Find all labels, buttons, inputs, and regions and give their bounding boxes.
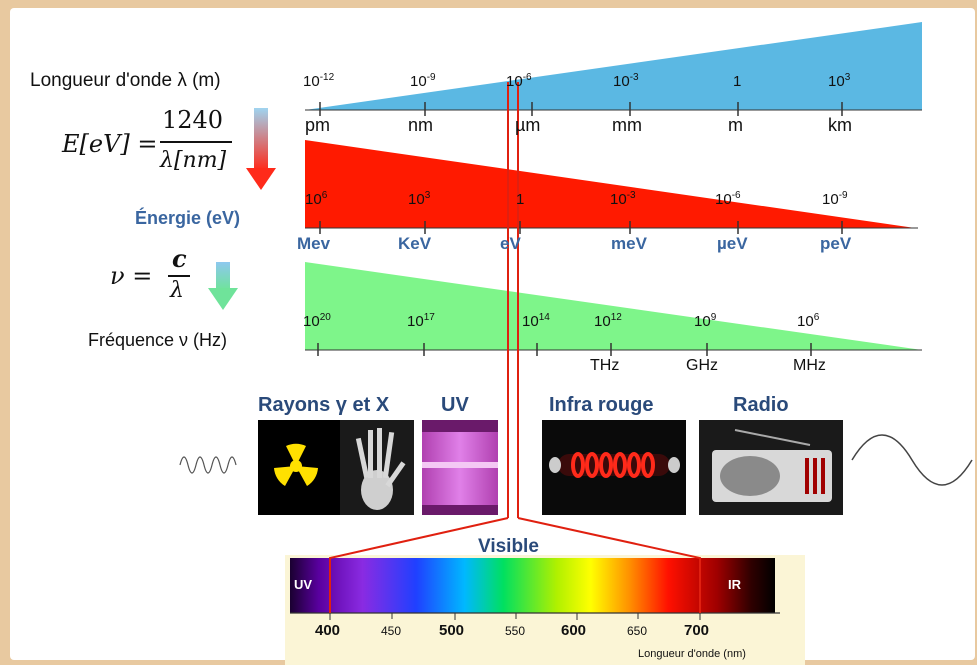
long-wave-icon <box>851 434 973 486</box>
energy-band <box>305 140 915 228</box>
wavelength-unit-pm: pm <box>305 115 331 135</box>
visible-tick-600: 600 <box>561 622 587 639</box>
frequency-power-4: 1012 <box>594 312 622 330</box>
energy-formula-numerator: 1240 <box>162 106 224 134</box>
frequency-formula-numerator: c <box>172 244 187 273</box>
visible-tick-500: 500 <box>439 622 465 639</box>
wavelength-power-3: 10-6 <box>506 72 532 90</box>
frequency-band <box>305 262 922 350</box>
frequency-ticks <box>317 343 812 356</box>
visible-ticks <box>329 613 701 620</box>
wavelength-unit-km: km <box>828 115 852 135</box>
energy-unit-mev-high: Mev <box>297 234 331 253</box>
wavelength-power-6: 103 <box>828 72 851 90</box>
energy-power-5: 10-6 <box>715 190 741 208</box>
category-infrared: Infra rouge <box>549 394 654 416</box>
energy-power-6: 10-9 <box>822 190 848 208</box>
wavelength-unit-um: µm <box>515 115 541 135</box>
category-gamma-x: Rayons γ et X <box>258 394 390 416</box>
frequency-unit-mhz: MHz <box>793 357 826 374</box>
visible-tick-550: 550 <box>505 624 526 638</box>
energy-unit-mev: meV <box>611 234 647 253</box>
wavelength-power-2: 10-9 <box>410 72 436 90</box>
energy-formula-lhs: E[eV] = <box>62 130 158 158</box>
energy-power-2: 103 <box>408 190 431 208</box>
frequency-power-1: 1020 <box>303 312 331 330</box>
wavelength-unit-m: m <box>728 115 743 135</box>
visible-axis-label: Longueur d'onde (nm) <box>638 648 746 660</box>
radio-image <box>699 420 843 515</box>
frequency-power-6: 106 <box>797 312 820 330</box>
energy-title: Énergie (eV) <box>135 208 241 228</box>
frequency-power-3: 1014 <box>522 312 550 330</box>
visible-tick-650: 650 <box>627 624 648 638</box>
frequency-power-5: 109 <box>694 312 717 330</box>
energy-power-4: 10-3 <box>610 190 636 208</box>
visible-uv-label: UV <box>294 577 313 592</box>
frequency-power-2: 1017 <box>407 312 435 330</box>
visible-ir-label: IR <box>728 577 741 592</box>
wavelength-power-1: 10-12 <box>303 72 335 90</box>
energy-unit-ev: eV <box>500 234 521 253</box>
visible-tick-400: 400 <box>315 622 341 639</box>
infrared-heater-image <box>542 420 686 515</box>
energy-power-1: 106 <box>305 190 328 208</box>
frequency-unit-ghz: GHz <box>686 357 718 374</box>
wavelength-power-5: 1 <box>733 73 742 90</box>
frequency-formula-denominator: λ <box>170 278 184 303</box>
wavelength-unit-nm: nm <box>408 115 434 135</box>
energy-unit-kev: KeV <box>398 234 432 253</box>
energy-formula-denominator: λ[nm] <box>160 148 227 173</box>
visible-tick-450: 450 <box>381 624 402 638</box>
category-radio: Radio <box>733 394 789 416</box>
uv-lamp-image <box>422 420 498 515</box>
wavelength-title: Longueur d'onde λ (m) <box>30 70 221 91</box>
frequency-formula-lhs: ν = <box>110 262 153 290</box>
energy-ticks <box>319 221 843 234</box>
frequency-formula-fraction-bar <box>168 275 190 277</box>
energy-formula-fraction-bar <box>160 141 232 143</box>
visible-guide-lines <box>329 82 701 613</box>
wavelength-ticks <box>319 102 843 116</box>
frequency-down-arrow <box>208 262 238 310</box>
wavelength-unit-mm: mm <box>612 115 642 135</box>
energy-unit-pev: peV <box>820 234 852 253</box>
visible-spectrum-bar <box>290 558 775 613</box>
energy-power-3: 1 <box>516 191 525 208</box>
visible-title: Visible <box>478 536 539 557</box>
xray-hand-image <box>340 420 414 515</box>
short-wave-icon <box>179 456 237 474</box>
energy-unit-uev: µeV <box>717 234 748 253</box>
wavelength-band <box>305 22 922 110</box>
energy-down-arrow <box>246 108 276 190</box>
radiation-symbol-image <box>258 420 340 515</box>
frequency-unit-thz: THz <box>590 357 620 374</box>
visible-tick-700: 700 <box>684 622 710 639</box>
wavelength-power-4: 10-3 <box>613 72 639 90</box>
category-uv: UV <box>441 394 469 416</box>
frequency-title: Fréquence ν (Hz) <box>88 330 228 350</box>
